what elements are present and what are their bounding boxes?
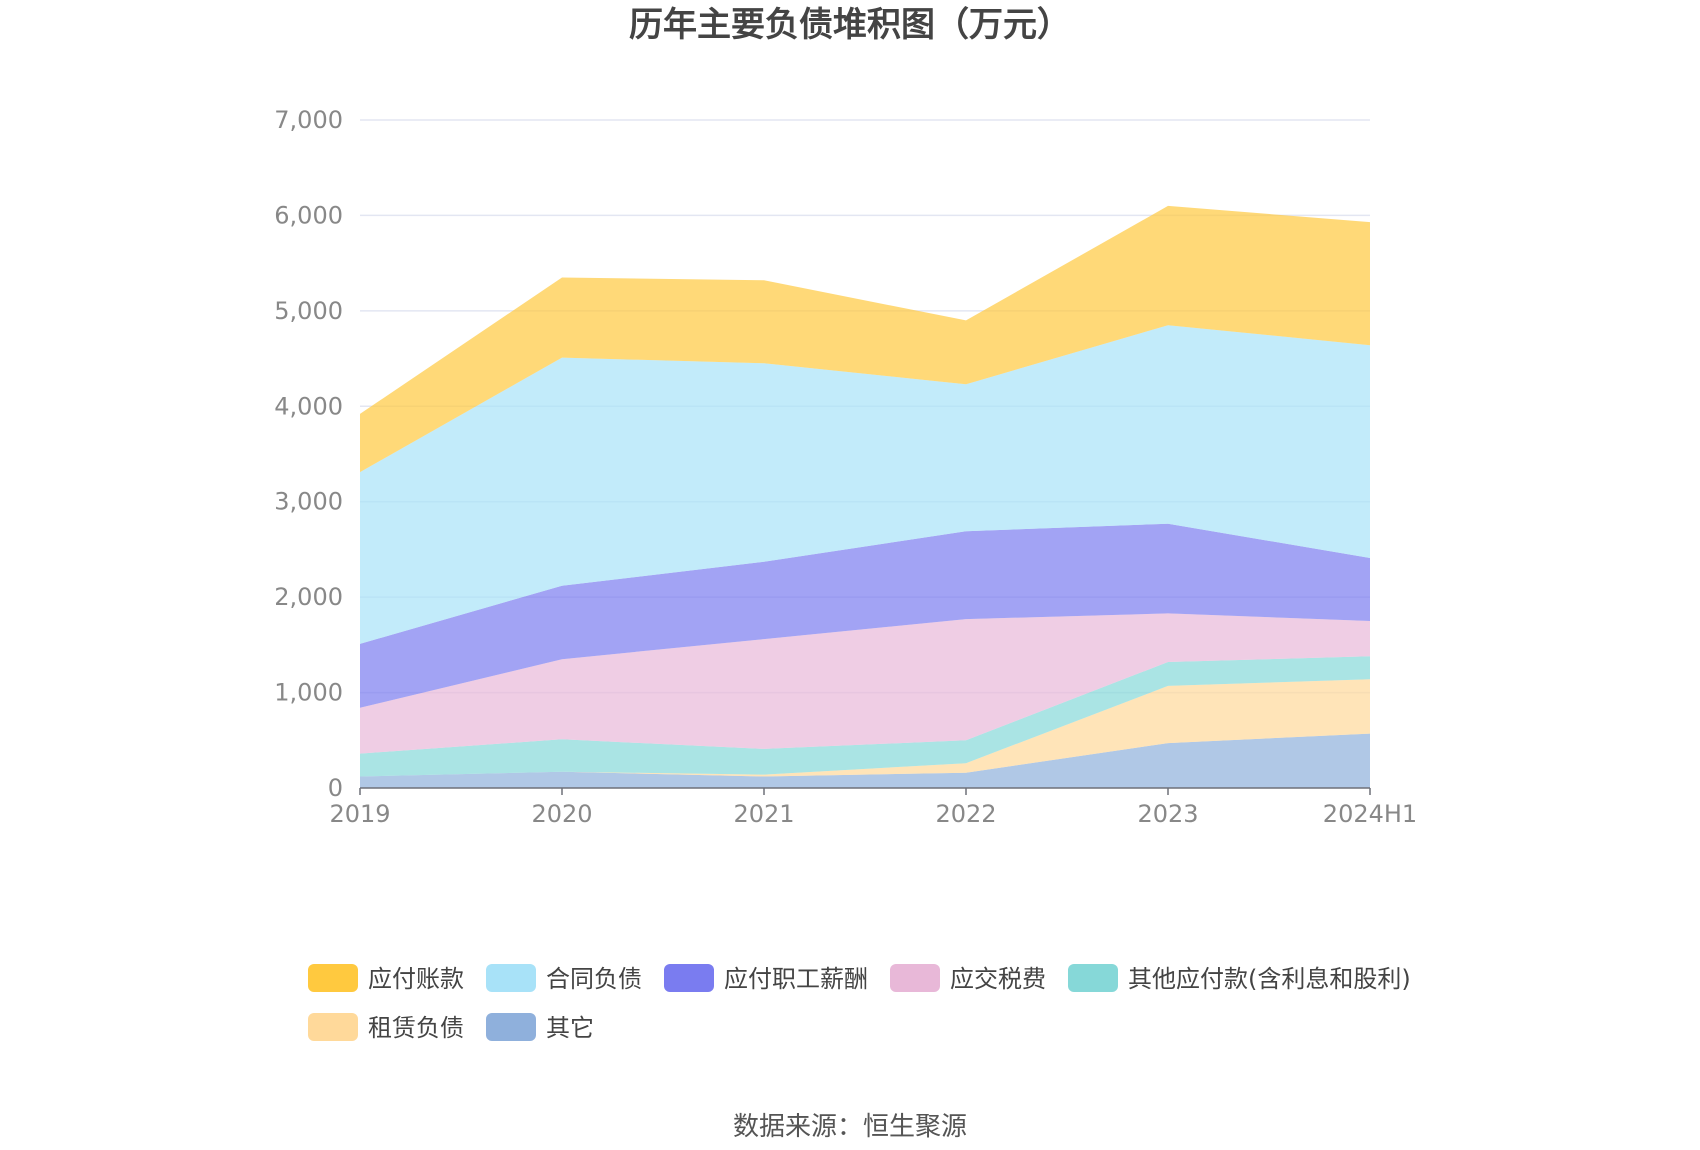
area-series [360,205,1370,788]
y-tick-label: 6,000 [274,201,343,229]
data-source: 数据来源：恒生聚源 [733,1112,967,1142]
legend-swatch [486,1013,536,1041]
x-tick-label: 2022 [935,800,996,828]
y-tick-label: 7,000 [274,106,343,134]
y-tick-label: 4,000 [274,392,343,420]
area-series-其他应付款(含利息和股利) [360,656,1370,777]
y-tick-label: 0 [328,774,343,802]
y-tick-label: 2,000 [274,583,343,611]
legend-label: 应付账款 [368,965,464,993]
x-tick-label: 2020 [531,800,592,828]
legend-swatch [308,964,358,992]
legend-label: 合同负债 [546,965,642,993]
chart-title: 历年主要负债堆积图（万元） [629,5,1071,45]
y-tick-label: 1,000 [274,679,343,707]
area-series-应付职工薪酬 [360,523,1370,708]
legend-label: 其他应付款(含利息和股利) [1128,965,1411,993]
y-tick-label: 5,000 [274,297,343,325]
legend-swatch [1068,964,1118,992]
x-tick-label: 2023 [1137,800,1198,828]
legend-label: 租赁负债 [368,1014,464,1042]
legend-swatch [308,1013,358,1041]
area-series-应付账款 [360,205,1370,473]
legend-label: 应付职工薪酬 [724,965,868,993]
area-series-其它 [360,733,1370,788]
y-tick-label: 3,000 [274,488,343,516]
legend: 应付账款 合同负债 应付职工薪酬 应交税费 其他应付款(含利息和股利) 租赁负债 其它 [308,964,1411,1042]
legend-swatch [486,964,536,992]
legend-swatch [664,964,714,992]
legend-label: 其它 [546,1014,594,1042]
area-series-合同负债 [360,325,1370,644]
x-tick-label: 2021 [733,800,794,828]
legend-swatch [890,964,940,992]
area-series-应交税费 [360,613,1370,754]
x-tick-label: 2019 [329,800,390,828]
legend-label: 应交税费 [950,965,1046,993]
axes: 0 1,000 2,000 3,000 4,000 5,000 6,000 7,000 2019… [274,106,1417,828]
area-series-租赁负债 [360,679,1370,777]
x-tick-label: 2024H1 [1323,800,1417,828]
